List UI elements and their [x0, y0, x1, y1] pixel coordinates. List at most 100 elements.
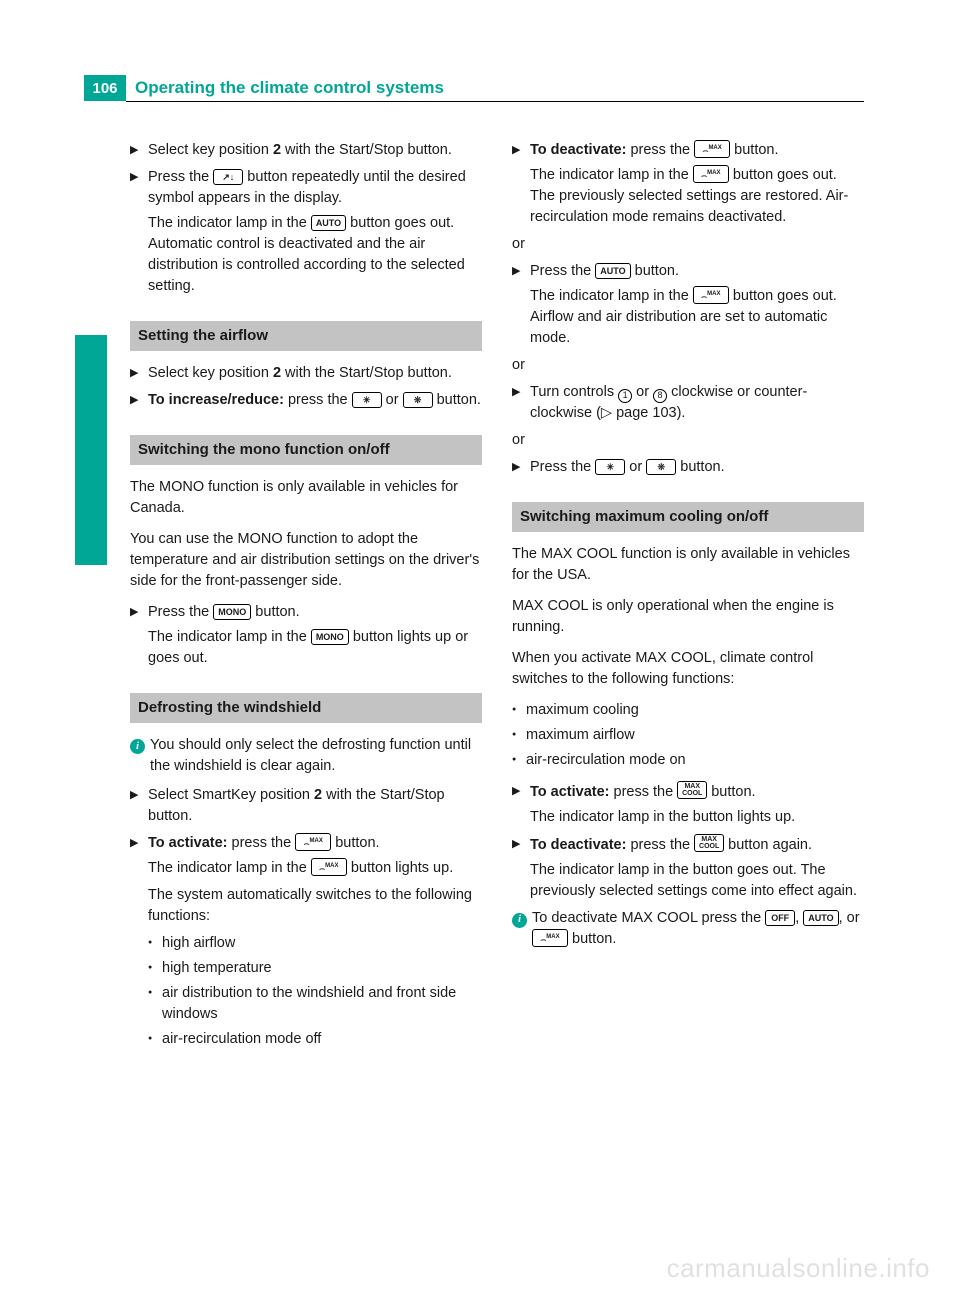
- step: ▶ Press the ↗↓ button repeatedly until t…: [130, 167, 482, 297]
- step-body: Press the AUTO button. The indicator lam…: [530, 261, 864, 349]
- sub-bullet: ●air distribution to the windshield and …: [148, 983, 482, 1025]
- page-number: 106: [92, 80, 117, 97]
- paragraph: The MONO function is only available in v…: [130, 477, 482, 519]
- auto-button-icon: AUTO: [311, 215, 346, 231]
- info-note: i To deactivate MAX COOL press the OFF, …: [512, 908, 864, 950]
- bullet-icon: ●: [148, 983, 162, 1025]
- step: ▶ To activate: press the MAXCOOL button.…: [512, 781, 864, 828]
- sub-bullet: ●high airflow: [148, 933, 482, 954]
- defrost-button-icon: ⌢MAX: [694, 140, 730, 158]
- step-body: To activate: press the MAXCOOL button. T…: [530, 781, 864, 828]
- section-heading: Switching the mono function on/off: [130, 435, 482, 465]
- step-arrow-icon: ▶: [130, 833, 148, 927]
- step-body: Press the ↗↓ button repeatedly until the…: [148, 167, 482, 297]
- or-text: or: [512, 430, 864, 451]
- step-body: To deactivate: press the ⌢MAX button. Th…: [530, 140, 864, 228]
- airflow-button-icon: ↗↓: [213, 169, 243, 185]
- info-icon: i: [512, 908, 532, 950]
- step-body: Press the ✳ or ❊ button.: [530, 457, 864, 478]
- step: ▶ Select key position 2 with the Start/S…: [130, 140, 482, 161]
- page-header: 106 Operating the climate control system…: [0, 75, 960, 105]
- sub-bullet: ●air-recirculation mode on: [512, 750, 864, 771]
- bullet-icon: ●: [148, 1029, 162, 1050]
- step-body: Select SmartKey position 2 with the Star…: [148, 785, 482, 827]
- sub-bullet: ●maximum cooling: [512, 700, 864, 721]
- header-rule: [126, 101, 864, 102]
- mono-button-icon: MONO: [213, 604, 251, 620]
- step: ▶ To deactivate: press the MAXCOOL butto…: [512, 834, 864, 902]
- paragraph: The MAX COOL function is only available …: [512, 544, 864, 586]
- sub-bullet: ●air-recirculation mode off: [148, 1029, 482, 1050]
- step: ▶ Press the ✳ or ❊ button.: [512, 457, 864, 478]
- step-body: Select key position 2 with the Start/Sto…: [148, 140, 482, 161]
- dial-8-icon: 8: [653, 389, 667, 403]
- page-number-box: 106: [84, 75, 126, 101]
- section-heading: Setting the airflow: [130, 321, 482, 351]
- step-arrow-icon: ▶: [130, 363, 148, 384]
- step-arrow-icon: ▶: [512, 382, 530, 424]
- step: ▶ To activate: press the ⌢MAX button. Th…: [130, 833, 482, 927]
- step-arrow-icon: ▶: [512, 834, 530, 902]
- step: ▶ Press the MONO button. The indicator l…: [130, 602, 482, 669]
- mono-button-icon: MONO: [311, 629, 349, 645]
- step-arrow-icon: ▶: [130, 602, 148, 669]
- right-column: ▶ To deactivate: press the ⌢MAX button. …: [512, 140, 864, 1054]
- left-column: ▶ Select key position 2 with the Start/S…: [130, 140, 482, 1054]
- side-label: Climate control: [78, 429, 99, 560]
- bullet-icon: ●: [512, 725, 526, 746]
- info-icon: i: [130, 735, 150, 777]
- info-body: To deactivate MAX COOL press the OFF, AU…: [532, 908, 864, 950]
- bullet-icon: ●: [148, 933, 162, 954]
- page-title: Operating the climate control systems: [135, 78, 444, 98]
- step: ▶ Press the AUTO button. The indicator l…: [512, 261, 864, 349]
- maxcool-button-icon: MAXCOOL: [694, 834, 724, 852]
- step-body: Press the MONO button. The indicator lam…: [148, 602, 482, 669]
- info-body: You should only select the defrosting fu…: [150, 735, 482, 777]
- step-body: To activate: press the ⌢MAX button. The …: [148, 833, 482, 927]
- step-arrow-icon: ▶: [512, 457, 530, 478]
- paragraph: You can use the MONO function to adopt t…: [130, 529, 482, 592]
- off-button-icon: OFF: [765, 910, 795, 926]
- sub-bullet: ●high temperature: [148, 958, 482, 979]
- paragraph: When you activate MAX COOL, climate cont…: [512, 648, 864, 690]
- step-arrow-icon: ▶: [512, 781, 530, 828]
- or-text: or: [512, 234, 864, 255]
- step: ▶ Turn controls 1 or 8 clockwise or coun…: [512, 382, 864, 424]
- section-heading: Defrosting the windshield: [130, 693, 482, 723]
- content-area: ▶ Select key position 2 with the Start/S…: [130, 140, 864, 1054]
- defrost-button-icon: ⌢MAX: [295, 833, 331, 851]
- dial-1-icon: 1: [618, 389, 632, 403]
- defrost-button-icon: ⌢MAX: [693, 286, 729, 304]
- maxcool-button-icon: MAXCOOL: [677, 781, 707, 799]
- auto-button-icon: AUTO: [595, 263, 630, 279]
- step-body: Turn controls 1 or 8 clockwise or counte…: [530, 382, 864, 424]
- fan-up-button-icon: ✳: [352, 392, 382, 408]
- step-arrow-icon: ▶: [130, 167, 148, 297]
- section-heading: Switching maximum cooling on/off: [512, 502, 864, 532]
- sub-bullet: ●maximum airflow: [512, 725, 864, 746]
- step-arrow-icon: ▶: [130, 785, 148, 827]
- defrost-button-icon: ⌢MAX: [311, 858, 347, 876]
- step: ▶ To deactivate: press the ⌢MAX button. …: [512, 140, 864, 228]
- fan-down-button-icon: ❊: [403, 392, 433, 408]
- paragraph: MAX COOL is only operational when the en…: [512, 596, 864, 638]
- step-body: To deactivate: press the MAXCOOL button …: [530, 834, 864, 902]
- step: ▶ To increase/reduce: press the ✳ or ❊ b…: [130, 390, 482, 411]
- fan-down-button-icon: ❊: [646, 459, 676, 475]
- fan-up-button-icon: ✳: [595, 459, 625, 475]
- watermark: carmanualsonline.info: [667, 1253, 930, 1284]
- bullet-icon: ●: [512, 700, 526, 721]
- step-arrow-icon: ▶: [512, 261, 530, 349]
- step-body: Select key position 2 with the Start/Sto…: [148, 363, 482, 384]
- step-body: To increase/reduce: press the ✳ or ❊ but…: [148, 390, 482, 411]
- bullet-icon: ●: [148, 958, 162, 979]
- step-arrow-icon: ▶: [130, 140, 148, 161]
- defrost-button-icon: ⌢MAX: [693, 165, 729, 183]
- defrost-button-icon: ⌢MAX: [532, 929, 568, 947]
- auto-button-icon: AUTO: [803, 910, 838, 926]
- step: ▶ Select key position 2 with the Start/S…: [130, 363, 482, 384]
- or-text: or: [512, 355, 864, 376]
- bullet-icon: ●: [512, 750, 526, 771]
- step-arrow-icon: ▶: [512, 140, 530, 228]
- step: ▶ Select SmartKey position 2 with the St…: [130, 785, 482, 827]
